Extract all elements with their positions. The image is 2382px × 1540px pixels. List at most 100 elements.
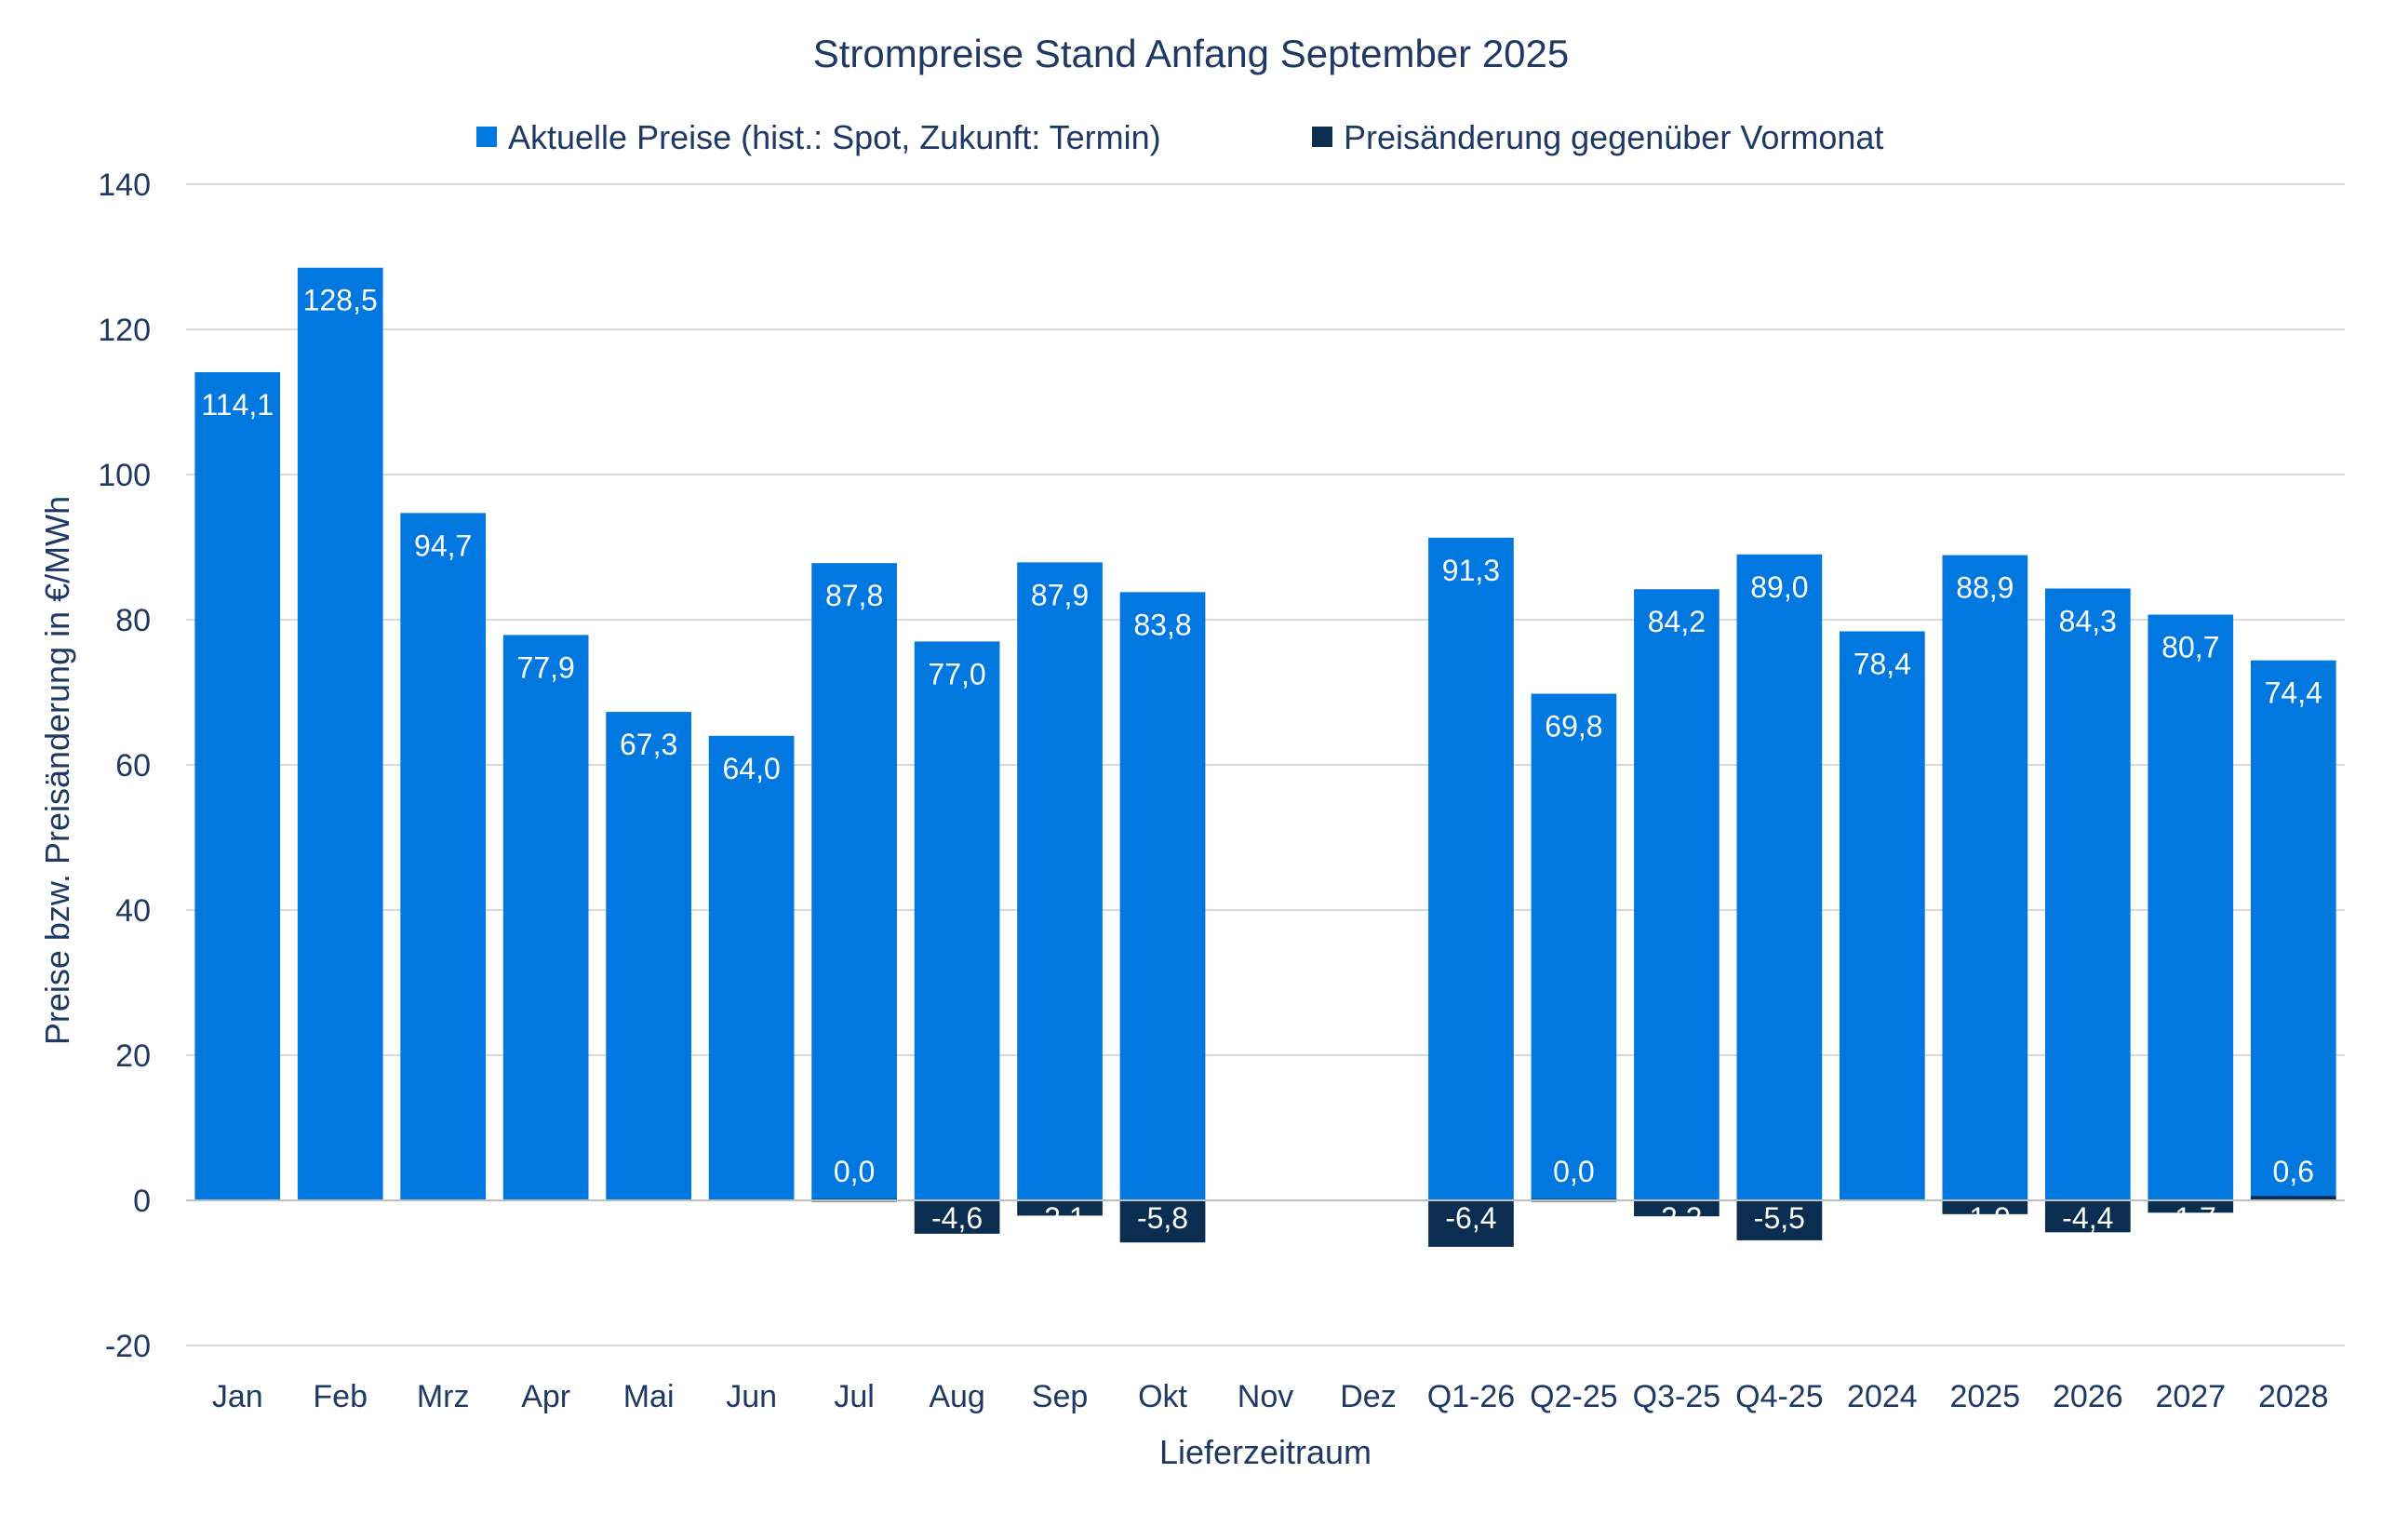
x-tick-label: Q2-25: [1530, 1379, 1618, 1414]
bar-price: [811, 563, 897, 1200]
data-label-price: 69,8: [1545, 710, 1602, 743]
bar-change: [1119, 1200, 1206, 1243]
x-axis-ticks: Jan Feb Mrz Apr Mai Jun Jul Aug Sep Okt Nov Dez Q1-2…: [212, 1379, 2329, 1414]
data-label-price: 88,9: [1956, 571, 2014, 605]
series-prices: [194, 267, 2336, 1200]
data-label-change: -4,4: [2062, 1201, 2113, 1235]
x-tick-label: Okt: [1138, 1379, 1187, 1414]
x-tick-label: Q1-26: [1427, 1379, 1516, 1414]
bar-change: [2148, 1200, 2234, 1213]
y-tick-label: -20: [105, 1329, 151, 1364]
bar-change: [2250, 1196, 2336, 1200]
bar-change: [914, 1200, 1000, 1234]
y-tick-label: 60: [115, 748, 151, 783]
data-label-price: 74,4: [2265, 676, 2322, 710]
y-tick-label: 40: [115, 893, 151, 929]
y-tick-label: 80: [115, 603, 151, 638]
data-label-change: -1,9: [1960, 1201, 2011, 1235]
y-tick-label: 100: [98, 458, 151, 493]
data-label-change: -5,8: [1137, 1201, 1188, 1235]
bar-price: [400, 513, 487, 1200]
bar-price: [2044, 588, 2131, 1200]
bar-price: [194, 372, 281, 1200]
x-tick-label: Aug: [929, 1379, 985, 1414]
bar-price: [2250, 660, 2336, 1200]
data-label-price: 94,7: [414, 529, 472, 562]
x-tick-label: Mrz: [417, 1379, 470, 1414]
bar-price: [1531, 693, 1617, 1200]
x-tick-label: 2025: [1950, 1379, 2021, 1414]
x-tick-label: Jan: [212, 1379, 263, 1414]
data-labels: 114,1 128,5 94,7 77,9 67,3 64,0 87,8 0,0 77,0 -4,…: [201, 284, 2322, 1235]
x-tick-label: Q4-25: [1735, 1379, 1824, 1414]
legend-swatch-change: [1312, 127, 1332, 147]
x-tick-label: Jul: [834, 1379, 874, 1414]
bar-change: [1017, 1200, 1103, 1216]
bar-price: [1634, 589, 1720, 1200]
data-label-change: -6,4: [1445, 1201, 1496, 1235]
data-label-price: 87,9: [1031, 578, 1089, 611]
data-label-price: 84,2: [1648, 605, 1706, 638]
data-label-price: 78,4: [1853, 647, 1911, 680]
x-tick-label: Q3-25: [1633, 1379, 1721, 1414]
bar-price: [1428, 537, 1514, 1200]
data-label-price: 89,0: [1750, 570, 1808, 604]
y-tick-label: 140: [98, 167, 151, 203]
data-label-price: 64,0: [722, 752, 780, 785]
data-label-price: 77,0: [928, 657, 985, 690]
data-label-price: 80,7: [2161, 631, 2219, 664]
y-tick-label: 120: [98, 313, 151, 348]
legend: Aktuelle Preise (hist.: Spot, Zukunft: T…: [476, 118, 1883, 156]
bar-change: [2044, 1200, 2131, 1233]
x-tick-label: Sep: [1032, 1379, 1089, 1414]
legend-label-prices: Aktuelle Preise (hist.: Spot, Zukunft: T…: [508, 118, 1161, 156]
x-tick-label: 2024: [1847, 1379, 1918, 1414]
legend-label-change: Preisänderung gegenüber Vormonat: [1344, 118, 1883, 156]
legend-swatch-prices: [476, 127, 497, 147]
data-label-change: -2,1: [1034, 1201, 1085, 1235]
bar-price: [2148, 614, 2234, 1200]
x-tick-label: 2028: [2258, 1379, 2329, 1414]
y-tick-label: 20: [115, 1038, 151, 1074]
data-label-price: 84,3: [2059, 604, 2117, 637]
bar-price: [1736, 554, 1823, 1200]
data-label-price: 83,8: [1133, 608, 1191, 641]
bar-price: [1942, 555, 2028, 1200]
data-label-change: 0,0: [1553, 1155, 1594, 1188]
data-label-change: -1,7: [2165, 1201, 2216, 1235]
chart-title: Strompreise Stand Anfang September 2025: [813, 32, 1570, 75]
bar-price: [502, 635, 589, 1200]
data-label-price: 91,3: [1442, 554, 1500, 587]
bar-change: [1942, 1200, 2028, 1214]
data-label-change: -4,6: [931, 1201, 983, 1235]
bar-price: [297, 267, 383, 1200]
bar-price: [1017, 562, 1103, 1200]
bar-change: [1634, 1200, 1720, 1217]
data-label-price: 87,8: [825, 579, 883, 612]
data-label-price: 114,1: [201, 388, 274, 422]
x-tick-label: 2027: [2155, 1379, 2226, 1414]
bar-price: [1119, 592, 1206, 1200]
x-tick-label: Jun: [726, 1379, 777, 1414]
series-change: [811, 1196, 2336, 1247]
bar-price: [914, 641, 1000, 1200]
data-label-change: 0,0: [834, 1155, 875, 1188]
y-tick-label: 0: [133, 1184, 151, 1219]
x-axis-label: Lieferzeitraum: [1159, 1433, 1372, 1471]
x-tick-label: Nov: [1238, 1379, 1293, 1414]
bar-change: [1736, 1200, 1823, 1240]
y-axis-label: Preise bzw. Preisänderung in €/MWh: [38, 496, 76, 1045]
x-tick-label: Mai: [623, 1379, 675, 1414]
data-label-price: 128,5: [303, 284, 378, 317]
data-label-change: -5,5: [1754, 1201, 1805, 1235]
x-tick-label: Dez: [1340, 1379, 1396, 1414]
bar-price: [708, 735, 795, 1200]
x-tick-label: Feb: [313, 1379, 368, 1414]
data-label-change: -2,2: [1651, 1201, 1702, 1235]
data-label-change: 0,6: [2273, 1155, 2314, 1188]
y-axis-ticks: -20 0 20 40 60 80 100 120 140: [98, 167, 151, 1364]
x-tick-label: 2026: [2053, 1379, 2123, 1414]
data-label-price: 67,3: [620, 728, 677, 761]
x-tick-label: Apr: [521, 1379, 570, 1414]
